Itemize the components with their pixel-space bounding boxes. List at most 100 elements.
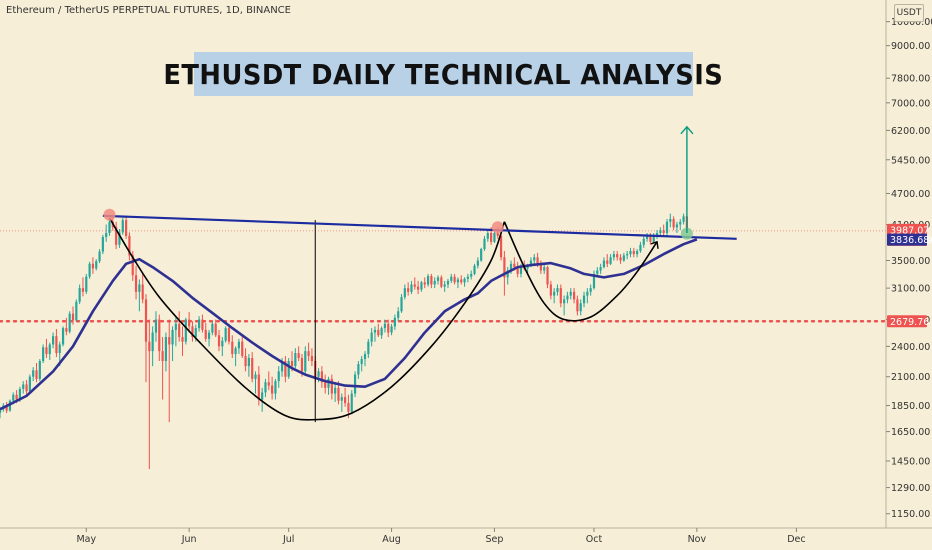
candle: [480, 247, 483, 262]
symbol-info[interactable]: Ethereum / TetherUS PERPETUAL FUTURES, 1…: [6, 5, 291, 16]
candle-body: [353, 374, 357, 394]
candle: [71, 306, 75, 325]
candle: [51, 332, 55, 349]
candle: [88, 261, 91, 279]
candle: [241, 335, 244, 359]
y-tick-label: 2100.00: [891, 372, 930, 383]
candle: [390, 323, 393, 336]
y-tick-label: 1150.00: [891, 509, 930, 520]
candle-body: [154, 319, 158, 333]
candle-body: [360, 359, 363, 365]
price-axis[interactable]: 1150.00 1290.00 1450.00 1650.00 1850.00 2100.…: [885, 0, 932, 550]
candle-body: [645, 235, 649, 239]
candle-body: [168, 337, 171, 345]
candle-body: [572, 291, 576, 300]
candle: [619, 254, 622, 264]
candle-body: [115, 227, 118, 245]
y-tick-label: 7000.00: [891, 98, 930, 109]
candle-body: [148, 341, 151, 352]
candle: [616, 250, 619, 261]
time-axis[interactable]: May Jun Jul Aug Sep Oct Nov Dec: [0, 527, 932, 545]
candle: [95, 259, 98, 271]
candle-body: [483, 238, 486, 250]
candle-body: [134, 275, 138, 292]
candle-body: [42, 347, 45, 362]
candle: [407, 282, 410, 296]
candle: [546, 265, 549, 289]
candle-body: [324, 382, 327, 388]
candle: [207, 329, 211, 347]
x-tick-label: Nov: [688, 534, 707, 545]
candle-body: [480, 249, 483, 261]
candle: [463, 277, 466, 287]
candle: [48, 342, 51, 361]
candle: [636, 249, 639, 258]
y-tick-label: 5450.00: [891, 155, 930, 166]
candle-body: [274, 381, 277, 394]
candle: [446, 278, 450, 289]
candle: [433, 277, 436, 289]
candle-body: [665, 221, 669, 233]
candle-body: [473, 265, 476, 274]
candle-body: [174, 323, 177, 330]
candle-body: [237, 341, 241, 349]
candle: [191, 321, 194, 342]
candle-body: [413, 284, 416, 287]
candle: [261, 387, 264, 412]
candle-body: [556, 288, 559, 292]
candle: [367, 338, 370, 359]
candle-body: [68, 313, 71, 332]
candle: [599, 263, 602, 274]
candle: [121, 217, 124, 235]
candle-body: [71, 313, 75, 321]
candle-body: [61, 328, 65, 345]
candle-body: [466, 276, 469, 279]
candle: [32, 367, 35, 382]
candle-body: [582, 295, 586, 304]
candle-body: [443, 284, 446, 287]
currency-button[interactable]: USDT: [894, 4, 924, 22]
candle: [410, 280, 413, 295]
candle-body: [612, 254, 615, 258]
candle-body: [417, 286, 420, 290]
candle: [586, 288, 589, 304]
candle: [566, 291, 569, 304]
support-line-layer: [0, 230, 888, 323]
candle: [543, 263, 546, 274]
candle-body: [22, 384, 25, 389]
candle-body: [241, 341, 244, 357]
candle: [606, 254, 609, 268]
price-label-tag: [887, 315, 927, 328]
candle-body: [287, 361, 290, 377]
candle-body: [151, 332, 154, 352]
candle: [486, 230, 489, 242]
x-tick-label: Jul: [282, 534, 294, 545]
candle: [556, 284, 559, 296]
candle: [234, 346, 237, 367]
candle: [294, 348, 297, 369]
candle-body: [28, 376, 31, 392]
candle-body: [32, 370, 35, 377]
candle-body: [247, 358, 250, 367]
candle-body: [304, 351, 307, 372]
candle: [178, 311, 181, 342]
candle: [134, 265, 138, 300]
candle: [387, 319, 390, 338]
resistance-line: [102, 214, 737, 240]
candle-body: [513, 263, 516, 268]
candle-body: [639, 244, 642, 251]
candle: [105, 224, 108, 242]
candles-layer: [0, 213, 688, 469]
candle-body: [407, 288, 410, 292]
candle-body: [509, 263, 513, 271]
candle: [370, 328, 373, 347]
candle-body: [496, 232, 499, 236]
drawings-layer: [102, 125, 737, 423]
candle: [553, 288, 556, 304]
candle: [539, 260, 542, 274]
candle: [430, 273, 433, 289]
candle: [417, 280, 420, 295]
candle-body: [131, 255, 134, 276]
